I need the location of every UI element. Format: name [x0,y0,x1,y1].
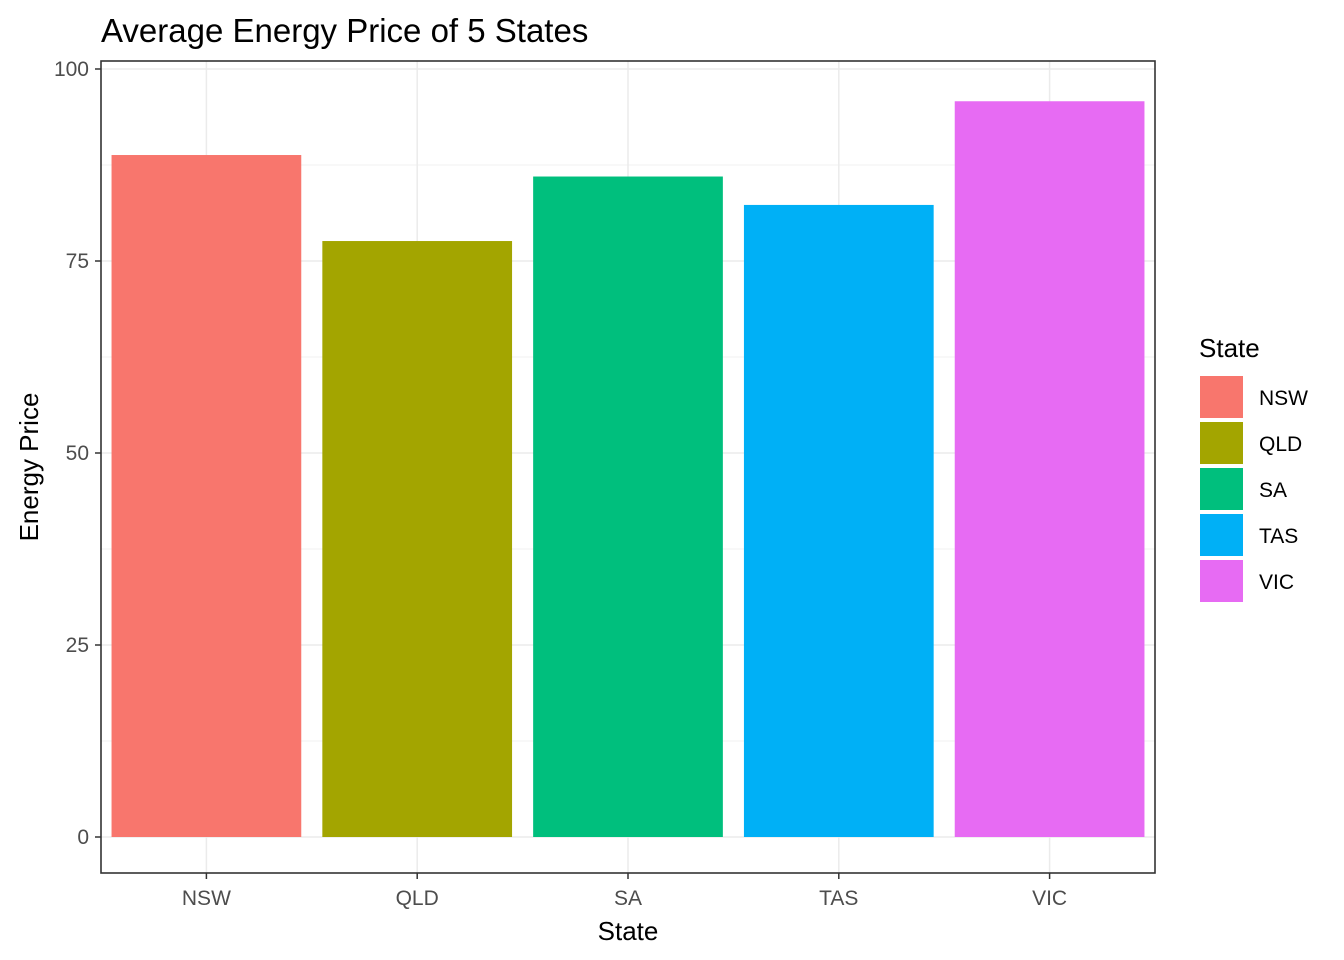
y-tick-label: 100 [54,58,89,81]
legend-label: TAS [1259,525,1298,548]
legend-items: NSW QLD SA TAS VIC [1200,376,1308,602]
y-tick-label: 0 [77,826,89,849]
legend-key-sa [1200,468,1243,510]
legend-title: State [1199,333,1260,363]
x-axis: NSW QLD SA TAS VIC [182,873,1067,910]
bars [111,101,1145,838]
x-axis-title: State [598,916,659,946]
bar-vic [954,101,1145,838]
y-tick-label: 75 [66,250,89,273]
legend-key-tas [1200,514,1243,556]
legend-key-nsw [1200,376,1243,418]
bar-sa [533,176,723,837]
y-axis-title: Energy Price [14,393,44,542]
x-tick-label: NSW [182,887,231,910]
legend-key-qld [1200,422,1243,464]
y-tick-label: 25 [66,634,89,657]
legend-label: VIC [1259,571,1294,594]
x-tick-label: SA [614,887,642,910]
x-tick-label: QLD [396,887,439,910]
legend-label: QLD [1259,433,1302,456]
legend-key-vic [1200,560,1243,602]
legend: State NSW QLD SA TAS VIC [1199,333,1308,602]
x-tick-label: VIC [1032,887,1067,910]
chart-title: Average Energy Price of 5 States [101,12,588,49]
legend-label: NSW [1259,387,1308,410]
y-axis: 0 25 50 75 100 [54,58,101,849]
y-tick-label: 50 [66,442,89,465]
bar-nsw [111,155,302,838]
bar-tas [743,204,934,837]
bar-qld [322,241,513,838]
legend-label: SA [1259,479,1287,502]
x-tick-label: TAS [819,887,858,910]
